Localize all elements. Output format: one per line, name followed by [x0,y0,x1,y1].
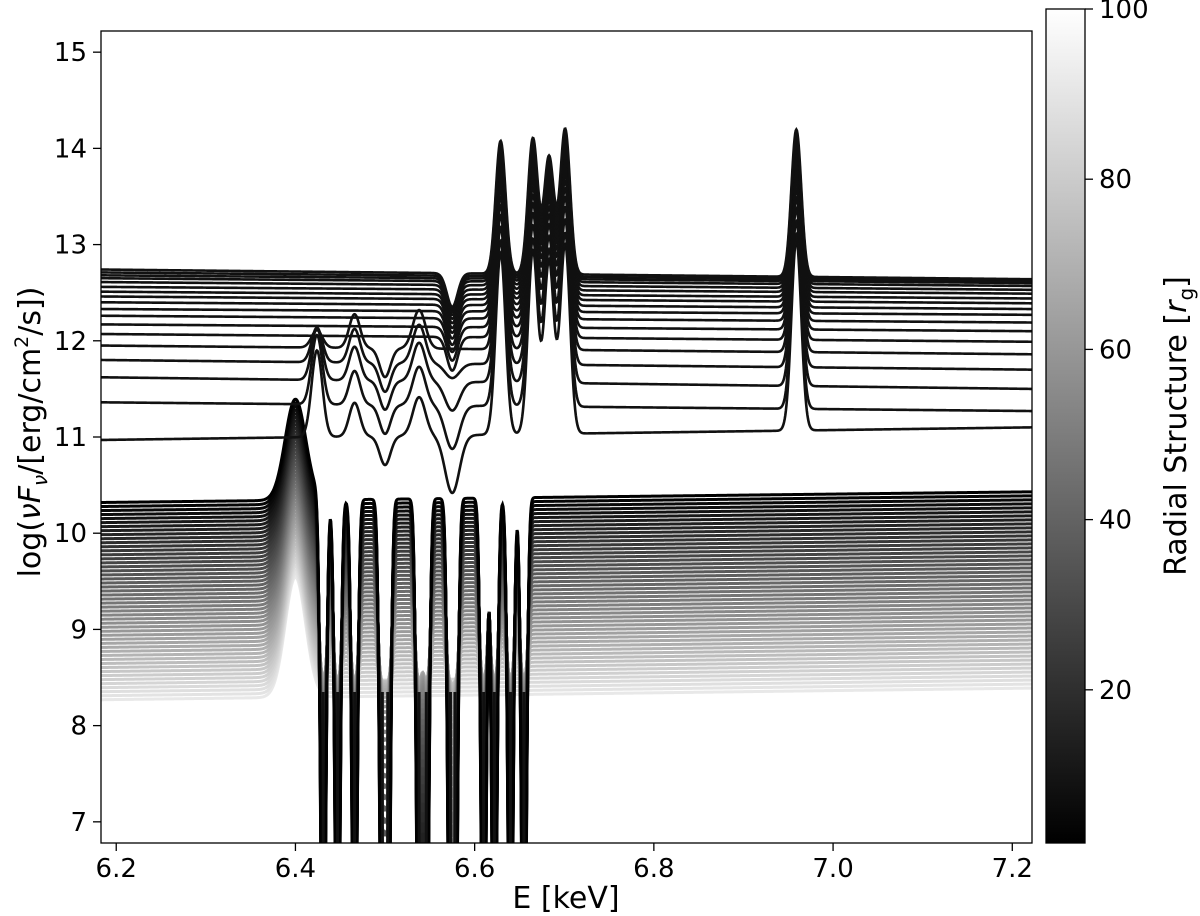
y-tick-label: 12 [54,327,87,357]
spectrum-line [101,550,1032,685]
spectrum-line [101,575,1032,702]
x-tick-label: 7.0 [812,854,853,884]
spectrum-line [101,542,1032,687]
x-tick-label: 6.4 [275,854,316,884]
spectrum-line [101,539,1032,689]
y-tick-label: 11 [54,423,87,453]
x-tick-label: 6.6 [454,854,495,884]
spectra-curves [101,126,1032,843]
spectrum-line [101,397,1032,843]
colorbar-tick-label: 40 [1099,506,1132,536]
spectrum-line [101,535,1032,692]
spectrum-line [101,433,1032,843]
colorbar-tick-label: 80 [1099,165,1132,195]
spectrum-line [101,521,1032,710]
spectrum-line [101,524,1032,704]
y-axis-label: log(νFν/[erg/cm2/s]) [11,287,52,578]
spectrum-line [101,517,1032,716]
colorbar-tick-label: 100 [1099,0,1149,25]
y-tick-label: 7 [70,808,87,838]
spectrum-line [101,546,1032,686]
spectrum-line [101,506,1032,738]
x-tick-label: 6.2 [96,854,137,884]
y-tick-label: 13 [54,231,87,261]
spectrum-line [101,473,1032,838]
spectrum-line [101,444,1032,843]
spectrum-line [101,448,1032,843]
spectrum-line [101,564,1032,690]
spectrum-line [101,553,1032,685]
spectrum-line [101,470,1032,843]
spectrum-line [101,484,1032,799]
y-tick-label: 8 [70,712,87,742]
spectrum-line [101,415,1032,843]
y-tick-label: 9 [70,615,87,645]
colorbar-tick-label: 20 [1099,676,1132,706]
spectrum-line [101,492,1032,776]
spectrum-line [101,513,1032,722]
x-axis-label: E [keV] [512,881,619,916]
spectrum-line [101,441,1032,843]
spectrum-line [101,557,1032,685]
spectrum-line [101,430,1032,843]
spectrum-line [101,452,1032,843]
spectrum-line [101,404,1032,843]
spectrum-line [101,477,1032,824]
spectrum-line [101,499,1032,755]
spectrum-line [101,531,1032,696]
spectrum-line [101,426,1032,843]
spectrum-line [101,463,1032,843]
spectrum-line [101,488,1032,787]
y-tick-label: 10 [54,519,87,549]
x-axis-ticks: 6.2 6.4 6.6 6.8 7.0 7.2 [96,843,1033,884]
spectrum-line [101,419,1032,843]
colorbar-tick-label: 60 [1099,335,1132,365]
y-tick-label: 15 [54,38,87,68]
y-axis-ticks: 7 8 9 10 11 12 13 14 15 [54,38,101,838]
spectrum-line [101,502,1032,746]
spectrum-line [101,412,1032,843]
spectrum-line [101,423,1032,843]
spectrum-line [101,568,1032,694]
spectrum-line [101,481,1032,811]
colorbar [1045,8,1086,844]
spectrum-line [101,528,1032,700]
spectrum-line [101,571,1032,698]
spectrum-line [101,459,1032,843]
spectrum-line [101,401,1032,843]
spectrum-line [101,126,1032,309]
spectrum-line [101,495,1032,765]
x-tick-label: 7.2 [992,854,1033,884]
spectrum-line [101,510,1032,730]
y-tick-label: 14 [54,134,87,164]
spectrum-line [101,466,1032,843]
x-tick-label: 6.8 [633,854,674,884]
spectrum-line [101,455,1032,843]
spectrum-line [101,437,1032,843]
colorbar-ticks: 20 40 60 80 100 [1085,0,1149,706]
colorbar-label: Radial Structure [rg] [1159,276,1198,576]
spectrum-line [101,408,1032,843]
spectrum-line [101,560,1032,686]
